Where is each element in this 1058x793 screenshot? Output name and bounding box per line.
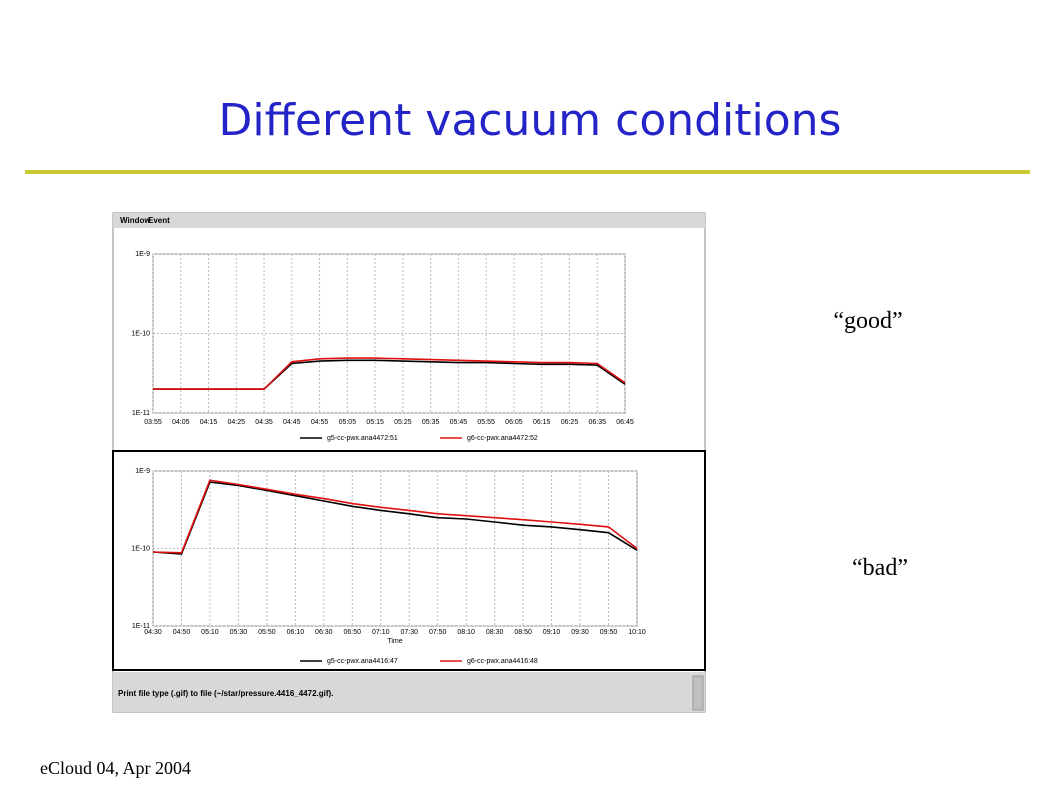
x-tick-label: 05:30: [230, 629, 248, 636]
x-tick-label: 07:50: [429, 629, 447, 636]
menu-item[interactable]: Window: [120, 216, 151, 225]
x-tick-label: 03:55: [144, 419, 162, 426]
x-tick-label: 04:30: [144, 629, 162, 636]
y-tick-label: 1E-11: [132, 623, 150, 630]
x-axis-label: Time: [387, 638, 402, 645]
x-tick-label: 06:35: [588, 419, 606, 426]
x-tick-label: 04:45: [283, 419, 301, 426]
label-bad: “bad”: [852, 555, 908, 581]
series-line: [153, 357, 626, 390]
scrollbar[interactable]: [692, 675, 704, 711]
x-tick-label: 04:15: [200, 419, 218, 426]
legend-label: g5-cc-pwx.ana4472:51: [327, 435, 398, 442]
slide-title: Different vacuum conditions: [219, 95, 842, 146]
x-tick-label: 07:30: [400, 629, 418, 636]
x-tick-label: 04:25: [228, 419, 246, 426]
x-tick-label: 10:10: [628, 629, 646, 636]
x-tick-label: 05:25: [394, 419, 412, 426]
series-line: [152, 481, 638, 555]
x-tick-label: 09:50: [600, 629, 618, 636]
x-tick-label: 06:50: [344, 629, 362, 636]
x-tick-label: 06:30: [315, 629, 333, 636]
x-tick-label: 08:10: [457, 629, 475, 636]
x-tick-label: 06:25: [561, 419, 579, 426]
y-tick-label: 1E-11: [132, 410, 150, 417]
selected-panel: [112, 450, 706, 671]
x-tick-label: 08:50: [514, 629, 532, 636]
x-tick-label: 08:30: [486, 629, 504, 636]
x-tick-label: 06:45: [616, 419, 634, 426]
x-tick-label: 09:30: [571, 629, 589, 636]
x-tick-label: 05:35: [422, 419, 440, 426]
x-tick-label: 04:35: [255, 419, 273, 426]
x-tick-label: 04:05: [172, 419, 190, 426]
menu-item[interactable]: Event: [148, 216, 170, 225]
x-tick-label: 04:55: [311, 419, 329, 426]
y-tick-label: 1E-9: [135, 251, 150, 258]
y-tick-label: 1E-10: [131, 546, 150, 553]
x-tick-label: 05:50: [258, 629, 276, 636]
x-tick-label: 05:45: [450, 419, 468, 426]
title-rule: [25, 170, 1030, 174]
menu-bar: [113, 213, 705, 228]
x-tick-label: 07:10: [372, 629, 390, 636]
legend-label: g6-cc-pwx.ana4416:48: [467, 658, 538, 665]
legend-label: g5-cc-pwx.ana4416:47: [327, 658, 398, 665]
status-text: Print file type (.gif) to file (~/star/p…: [118, 689, 333, 698]
x-tick-label: 05:15: [366, 419, 384, 426]
footer: eCloud 04, Apr 2004: [40, 758, 191, 778]
y-tick-label: 1E-9: [135, 468, 150, 475]
x-tick-label: 06:10: [287, 629, 305, 636]
x-tick-label: 05:10: [201, 629, 219, 636]
x-tick-label: 06:15: [533, 419, 551, 426]
x-tick-label: 05:05: [339, 419, 357, 426]
x-tick-label: 05:55: [477, 419, 495, 426]
legend-label: g6-cc-pwx.ana4472:52: [467, 435, 538, 442]
series-line: [152, 479, 638, 554]
label-good: “good”: [833, 308, 902, 334]
x-tick-label: 04:50: [173, 629, 191, 636]
x-tick-label: 09:10: [543, 629, 561, 636]
status-bar: [113, 672, 705, 712]
y-tick-label: 1E-10: [131, 331, 150, 338]
x-tick-label: 06:05: [505, 419, 523, 426]
